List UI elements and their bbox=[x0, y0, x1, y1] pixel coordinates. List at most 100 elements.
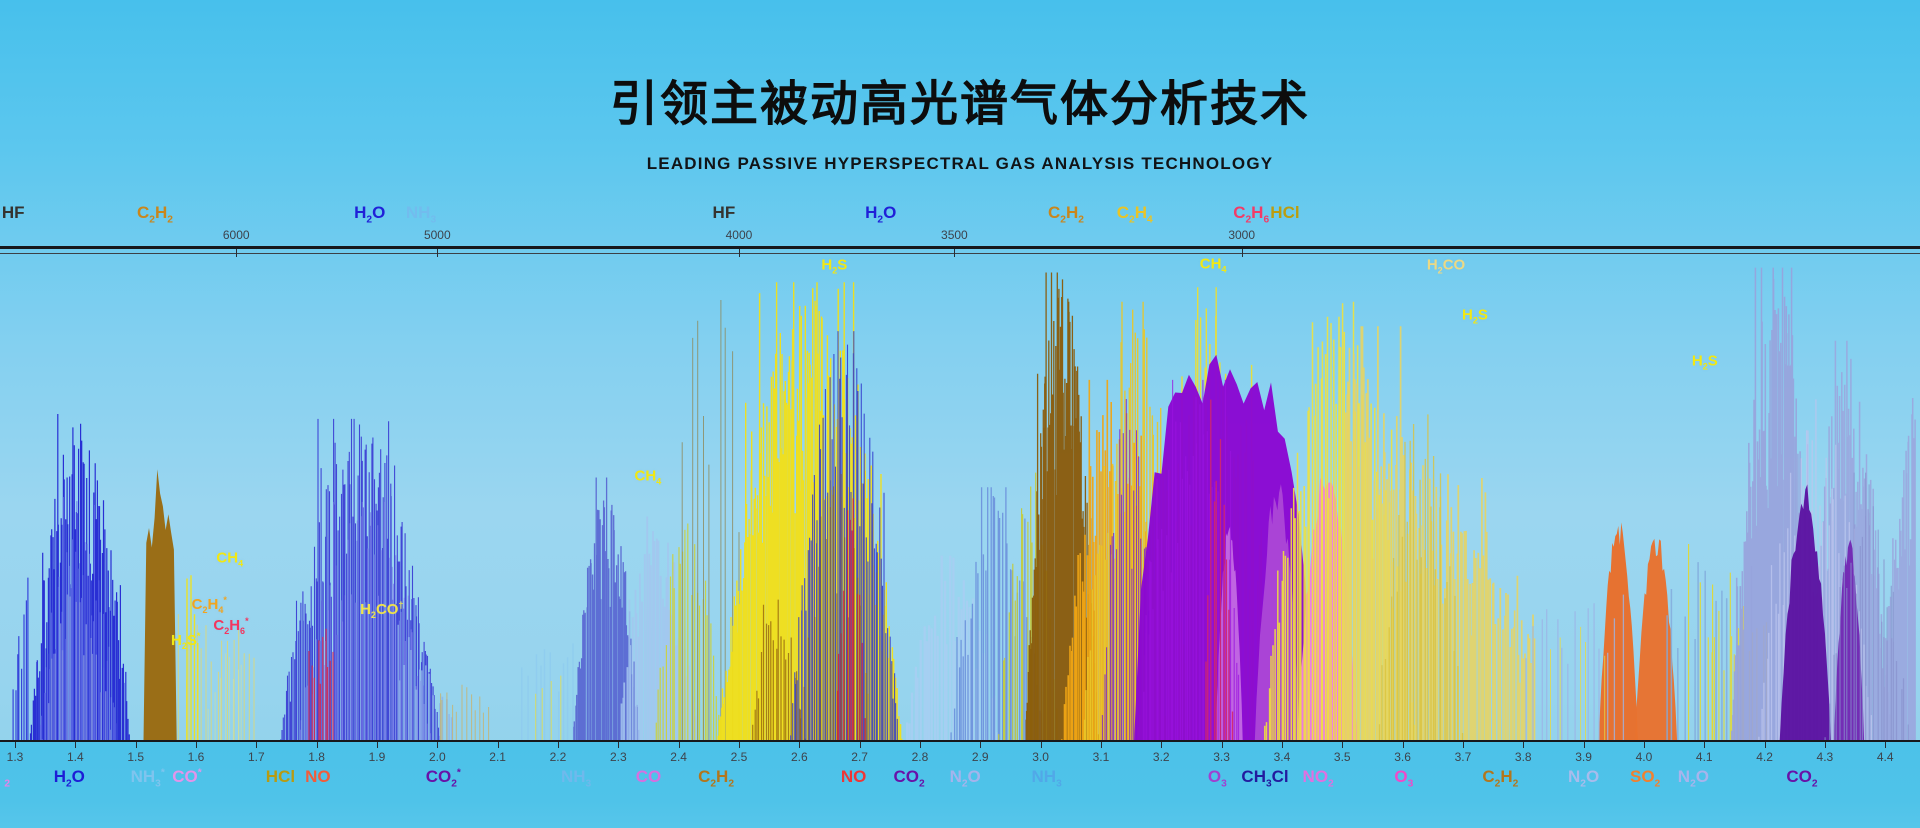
bottom-gas-label: C2H2 bbox=[698, 767, 734, 790]
wavelength-tick-label: 4.4 bbox=[1876, 750, 1894, 764]
wavelength-tick bbox=[1704, 742, 1706, 748]
wavelength-tick-label: 3.0 bbox=[1032, 750, 1049, 764]
spectral-band bbox=[308, 628, 334, 741]
wavelength-tick-label: 3.3 bbox=[1213, 750, 1230, 764]
wavelength-tick-label: 4.0 bbox=[1635, 750, 1653, 764]
wavenumber-tick bbox=[1241, 249, 1243, 257]
top-gas-label: HCl bbox=[1270, 203, 1300, 222]
top-gas-label: C2H6 bbox=[1233, 203, 1270, 226]
spectral-band bbox=[12, 577, 29, 741]
spectral-band bbox=[1824, 472, 1909, 741]
wavelength-tick-label: 2.2 bbox=[549, 750, 567, 764]
bottom-gas-label: CO2 bbox=[893, 767, 925, 790]
chart-gas-label: H2S bbox=[1462, 306, 1488, 326]
wavelength-tick bbox=[1281, 742, 1283, 748]
wavelength-tick-label: 1.9 bbox=[368, 750, 386, 764]
wavelength-tick bbox=[1824, 742, 1826, 748]
wavelength-tick-label: 2.4 bbox=[670, 750, 687, 764]
spectral-band bbox=[1525, 594, 1625, 741]
wavelength-tick bbox=[75, 742, 77, 748]
wavenumber-tick bbox=[236, 249, 238, 257]
wavelength-tick bbox=[497, 742, 499, 748]
wavelength-tick-label: 3.9 bbox=[1575, 750, 1592, 764]
chart-gas-label: CH4 bbox=[1199, 255, 1227, 275]
wavelength-tick bbox=[1764, 742, 1766, 748]
wavelength-tick bbox=[15, 742, 16, 748]
spectral-band bbox=[207, 653, 242, 741]
wavenumber-tick bbox=[437, 249, 439, 257]
bottom-gas-label: O3 bbox=[1207, 767, 1227, 790]
spectral-fill bbox=[143, 469, 177, 741]
wavelength-tick bbox=[1402, 742, 1404, 748]
bottom-gas-label: N2O bbox=[949, 767, 981, 790]
wavelength-tick-label: 3.6 bbox=[1394, 750, 1411, 764]
wavelength-tick bbox=[678, 742, 680, 748]
spectral-band bbox=[1143, 379, 1240, 741]
wavelength-tick-label: 1.3 bbox=[6, 750, 24, 764]
chart-gas-label: H2CO bbox=[1426, 256, 1466, 276]
wavelength-tick-label: 3.4 bbox=[1273, 750, 1291, 764]
wavelength-tick bbox=[618, 742, 620, 748]
wavelength-tick-label: 3.7 bbox=[1454, 750, 1472, 764]
wavelength-tick-label: 2.3 bbox=[609, 750, 627, 764]
wavelength-tick bbox=[799, 742, 801, 748]
wavelength-tick-label: 2.1 bbox=[489, 750, 506, 764]
wavenumber-tick-label: 4000 bbox=[725, 228, 753, 242]
wavelength-tick bbox=[738, 742, 740, 748]
wavelength-tick bbox=[859, 742, 861, 748]
wavelength-tick-label: 4.3 bbox=[1816, 750, 1834, 764]
wavelength-tick-label: 2.8 bbox=[911, 750, 929, 764]
bottom-gas-label: CO2 bbox=[1786, 767, 1818, 790]
wavenumber-axis-line bbox=[0, 246, 1920, 249]
wavelength-tick-label: 1.7 bbox=[247, 750, 265, 764]
spectral-band bbox=[535, 675, 562, 741]
wavelength-tick bbox=[1342, 742, 1344, 748]
wavenumber-tick-label: 6000 bbox=[222, 228, 250, 242]
wavenumber-axis-subline bbox=[0, 253, 1920, 254]
bottom-gas-label: NH3* bbox=[130, 767, 165, 790]
bottom-gas-label: NO2 bbox=[1302, 767, 1334, 790]
top-gas-label: HF bbox=[712, 203, 736, 222]
chart-gas-label: H2S* bbox=[171, 631, 201, 651]
spectral-band bbox=[440, 684, 490, 741]
wavelength-tick-label: 4.2 bbox=[1756, 750, 1773, 764]
top-gas-label: H2O bbox=[354, 203, 386, 226]
wavelength-tick bbox=[1161, 742, 1163, 748]
wavelength-tick bbox=[1100, 742, 1102, 748]
wavelength-tick bbox=[135, 742, 137, 748]
top-gas-label: C2H2 bbox=[1047, 203, 1084, 226]
spectral-band bbox=[186, 575, 199, 741]
spectral-band bbox=[1378, 414, 1464, 741]
spectral-band bbox=[1884, 398, 1916, 741]
top-gas-label: HF bbox=[1, 203, 25, 222]
spectral-band bbox=[790, 331, 898, 741]
chart-gas-label: H2S bbox=[1691, 352, 1718, 372]
wavelength-tick-label: 1.6 bbox=[187, 750, 205, 764]
wavelength-tick-label: 2.7 bbox=[851, 750, 868, 764]
bottom-gas-label: NO bbox=[840, 767, 867, 786]
wavenumber-tick-label: 5000 bbox=[423, 228, 451, 242]
wavelength-tick bbox=[1885, 742, 1887, 748]
wavelength-tick bbox=[316, 742, 318, 748]
wavelength-tick bbox=[437, 742, 439, 748]
wavelength-tick bbox=[1462, 742, 1464, 748]
wavelength-tick-label: 2.6 bbox=[790, 750, 808, 764]
wavelength-tick-label: 2.5 bbox=[730, 750, 748, 764]
top-gas-label: NH3 bbox=[405, 203, 437, 226]
wavelength-tick-label: 2.0 bbox=[428, 750, 446, 764]
bottom-gas-label: C2H2 bbox=[1482, 767, 1519, 790]
chart-gas-label: CH4 bbox=[634, 467, 662, 487]
wavelength-tick bbox=[919, 742, 921, 748]
wavelength-tick bbox=[1643, 742, 1645, 748]
wavelength-tick bbox=[557, 742, 559, 748]
wavelength-tick-label: 3.1 bbox=[1092, 750, 1110, 764]
bottom-gas-label: N2O bbox=[1677, 767, 1709, 790]
wavenumber-tick bbox=[738, 249, 740, 257]
chart-gas-label: H2S bbox=[821, 256, 848, 276]
spectral-band bbox=[800, 474, 869, 741]
bottom-gas-label: SO2 bbox=[1629, 767, 1661, 790]
wavelength-tick bbox=[256, 742, 258, 748]
wavelength-tick-label: 3.5 bbox=[1333, 750, 1351, 764]
bottom-gas-label: CO2* bbox=[425, 767, 461, 790]
